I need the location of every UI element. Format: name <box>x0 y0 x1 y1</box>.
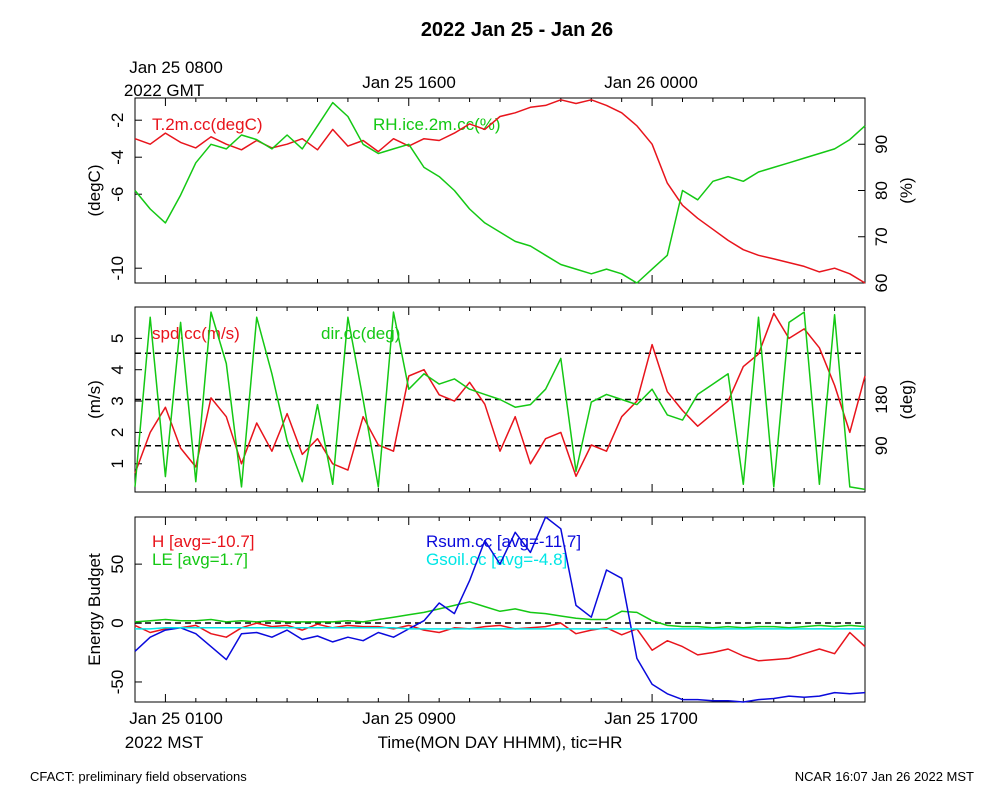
right-y-tick-label: 90 <box>872 436 891 455</box>
left-y-tick-label: 1 <box>108 459 127 468</box>
series-label-direction: dir.cc(deg) <box>321 324 400 343</box>
panel-1-left-axis-label: (degC) <box>85 165 104 217</box>
panel-temperature-rh: (degC) (%) T.2m.cc(degC) RH.ice.2m.cc(%)… <box>85 97 916 293</box>
left-y-tick-label: 0 <box>108 618 127 627</box>
series-line-spd-cc-m-s <box>134 312 866 478</box>
legend-rsum: Rsum.cc [avg=-11.7] <box>426 532 581 551</box>
right-y-tick-label: 90 <box>872 135 891 154</box>
series-line-dir-cc-deg <box>134 311 866 491</box>
left-y-tick-label: -6 <box>108 187 127 202</box>
left-y-tick-label: 5 <box>108 334 127 343</box>
bottom-axis-tick-label-3: Jan 25 1700 <box>604 709 698 728</box>
left-y-tick-label: 2 <box>108 428 127 437</box>
top-axis-tick-label-1: Jan 25 1600 <box>362 73 456 92</box>
series-line-gsoil-cc <box>135 627 865 630</box>
top-axis-start-line1: Jan 25 0800 <box>129 58 223 77</box>
right-y-tick-label: 80 <box>872 181 891 200</box>
left-y-tick-label: -2 <box>108 113 127 128</box>
panel-energy-budget: Energy Budget H [avg=-10.7] LE [avg=1.7]… <box>85 516 866 703</box>
bottom-axis-tick-label-2: Jan 25 0900 <box>362 709 456 728</box>
bottom-axis-timezone: 2022 MST <box>125 733 203 752</box>
left-y-tick-label: -4 <box>108 150 127 165</box>
x-axis-label: Time(MON DAY HHMM), tic=HR <box>378 733 623 752</box>
right-y-tick-label: 60 <box>872 274 891 293</box>
panel-2-left-axis-label: (m/s) <box>85 380 104 419</box>
left-y-tick-label: 50 <box>108 555 127 574</box>
right-y-tick-label: 180 <box>872 385 891 413</box>
legend-le: LE [avg=1.7] <box>152 550 248 569</box>
chart-title: 2022 Jan 25 - Jan 26 <box>421 19 613 41</box>
panel-wind: (m/s) (deg) spd.cc(m/s) dir.cc(deg) 1 2 3 4… <box>85 306 916 493</box>
right-y-tick-label: 70 <box>872 227 891 246</box>
series-line-rsum-cc <box>134 516 866 703</box>
panel-2-right-axis-label: (deg) <box>897 380 916 420</box>
left-y-tick-label: -10 <box>108 256 127 281</box>
legend-h: H [avg=-10.7] <box>152 532 255 551</box>
series-label-temperature: T.2m.cc(degC) <box>152 115 263 134</box>
left-y-tick-label: -50 <box>108 670 127 695</box>
top-axis-tick-label-2: Jan 26 0000 <box>604 73 698 92</box>
left-y-tick-label: 4 <box>108 365 127 374</box>
series-line-rh-ice-2m-cc <box>134 101 866 284</box>
panel-3-left-axis-label: Energy Budget <box>85 553 104 666</box>
series-label-speed: spd.cc(m/s) <box>152 324 240 343</box>
series-label-rh: RH.ice.2m.cc(%) <box>373 115 501 134</box>
panel-1-right-axis-label: (%) <box>897 177 916 203</box>
top-axis-start-line2: 2022 GMT <box>124 81 204 100</box>
series-line-h <box>134 622 866 662</box>
bottom-axis-tick-label-1: Jan 25 0100 <box>129 709 223 728</box>
footer-right: NCAR 16:07 Jan 26 2022 MST <box>795 769 974 784</box>
left-y-tick-label: 3 <box>108 396 127 405</box>
series-line-le <box>134 601 866 629</box>
footer-left: CFACT: preliminary field observations <box>30 769 247 784</box>
series-line-t-2m-cc-degc <box>134 99 866 284</box>
